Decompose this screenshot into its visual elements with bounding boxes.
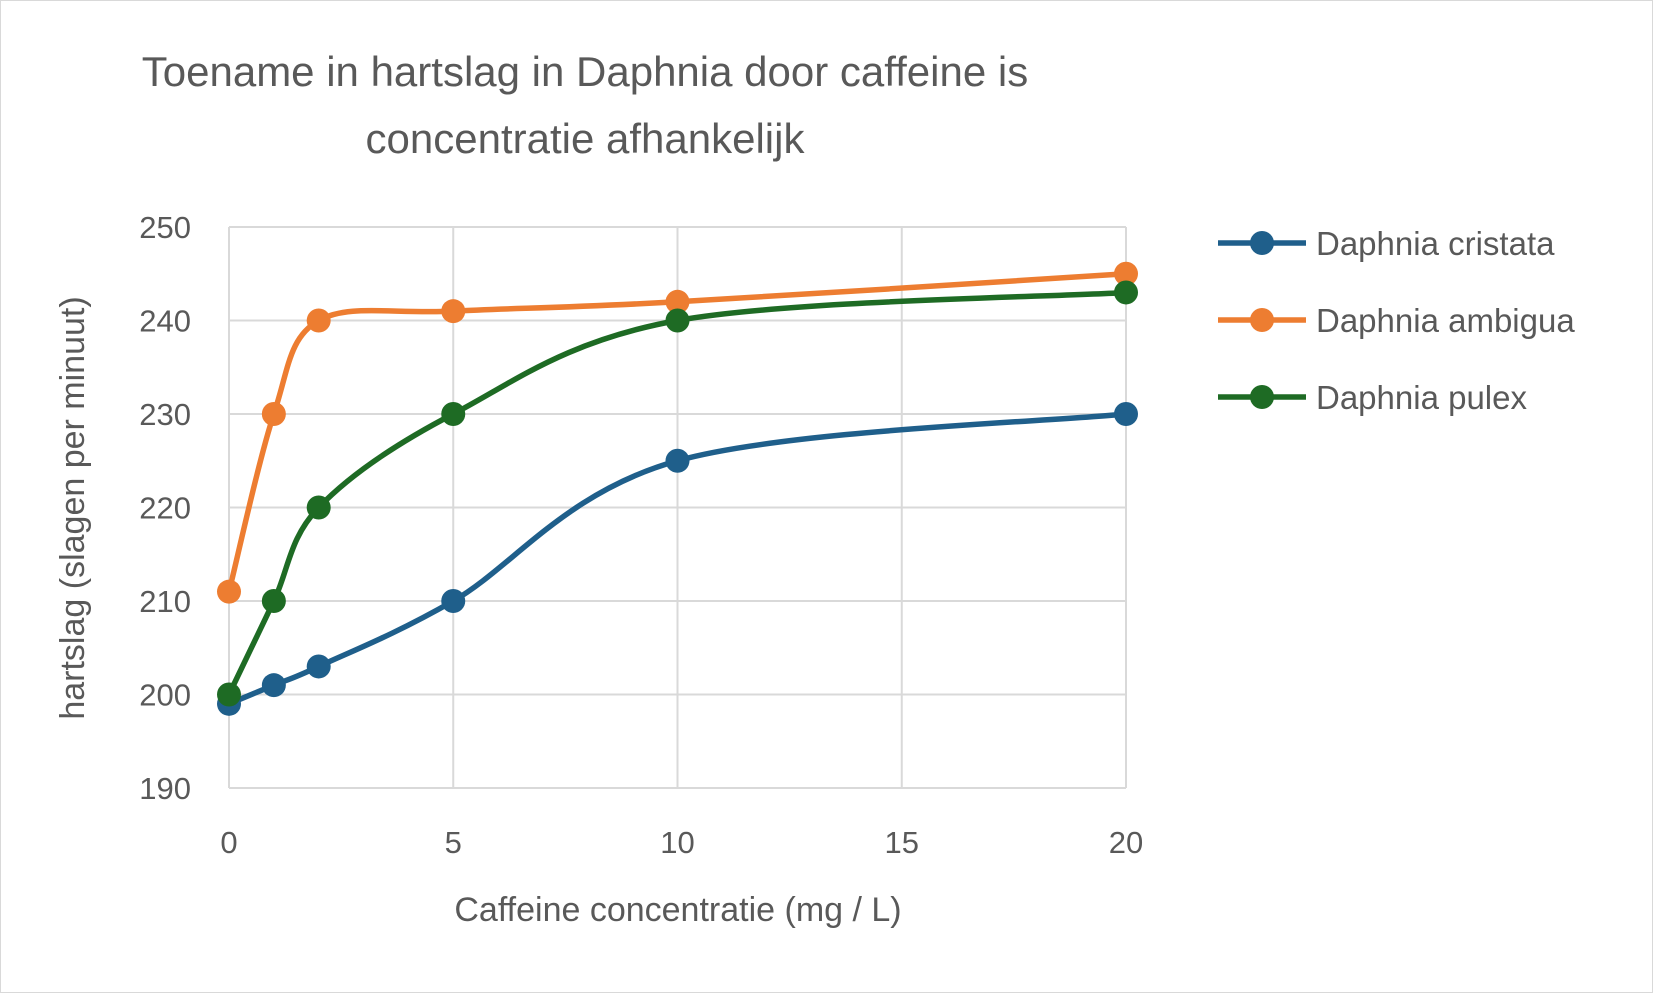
data-point-daphnia-ambigua — [306, 308, 331, 333]
data-point-daphnia-cristata — [1114, 402, 1138, 426]
x-tick-labels: 0 5 10 15 20 — [220, 825, 1143, 860]
data-point-daphnia-cristata — [441, 589, 466, 613]
legend-marker-daphnia-cristata — [1250, 231, 1274, 255]
data-point-daphnia-pulex — [1114, 280, 1138, 305]
y-tick-label: 240 — [139, 304, 191, 339]
x-tick-label: 15 — [885, 825, 919, 860]
legend-label-daphnia-pulex: Daphnia pulex — [1316, 379, 1527, 416]
y-tick-label: 210 — [139, 584, 191, 619]
chart-title-line-2: concentratie afhankelijk — [366, 115, 806, 162]
data-point-daphnia-pulex — [441, 402, 466, 426]
series-group — [217, 261, 1138, 716]
x-tick-label: 5 — [445, 825, 462, 860]
data-point-daphnia-pulex — [217, 682, 241, 707]
legend-label-daphnia-cristata: Daphnia cristata — [1316, 225, 1555, 262]
data-point-daphnia-ambigua — [665, 289, 690, 314]
chart-title-line-1: Toename in hartslag in Daphnia door caff… — [142, 48, 1028, 95]
data-point-daphnia-ambigua — [1114, 261, 1138, 286]
x-tick-label: 0 — [220, 825, 237, 860]
y-tick-label: 200 — [139, 678, 191, 713]
data-point-daphnia-pulex — [665, 308, 690, 333]
data-point-daphnia-ambigua — [441, 299, 466, 324]
data-point-daphnia-cristata — [665, 448, 690, 473]
data-point-daphnia-cristata — [306, 654, 331, 679]
legend-marker-daphnia-pulex — [1250, 385, 1274, 409]
data-point-daphnia-pulex — [261, 589, 286, 613]
data-point-daphnia-ambigua — [261, 402, 286, 426]
data-point-daphnia-ambigua — [217, 579, 241, 604]
legend: Daphnia cristata Daphnia ambigua Daphnia p… — [1218, 225, 1575, 416]
x-tick-label: 10 — [660, 825, 694, 860]
legend-label-daphnia-ambigua: Daphnia ambigua — [1316, 302, 1575, 339]
y-tick-labels: 190 200 210 220 230 240 250 — [139, 210, 191, 806]
x-axis-title: Caffeine concentratie (mg / L) — [454, 891, 901, 929]
y-tick-label: 250 — [139, 210, 191, 245]
data-point-daphnia-pulex — [306, 495, 331, 520]
data-point-daphnia-cristata — [261, 673, 286, 698]
x-tick-label: 20 — [1109, 825, 1143, 860]
y-tick-label: 220 — [139, 491, 191, 526]
y-tick-label: 190 — [139, 771, 191, 806]
legend-marker-daphnia-ambigua — [1250, 308, 1274, 332]
y-tick-label: 230 — [139, 397, 191, 432]
chart-title: Toename in hartslag in Daphnia door caff… — [142, 48, 1028, 162]
y-axis-title: hartslag (slagen per minuut) — [54, 296, 92, 719]
